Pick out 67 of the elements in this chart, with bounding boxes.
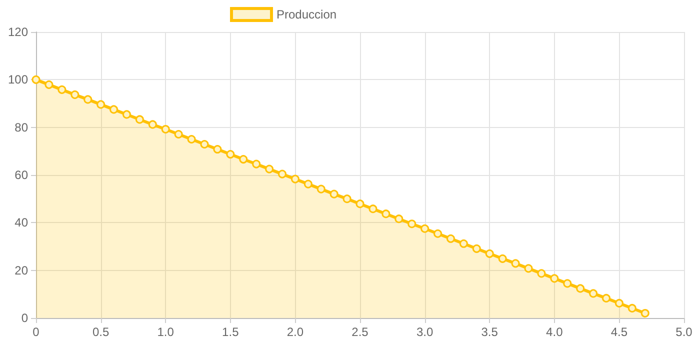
x-tick-label: 0.5 bbox=[92, 325, 110, 339]
x-tick-label: 0 bbox=[32, 325, 40, 339]
point bbox=[70, 90, 80, 99]
point bbox=[602, 294, 610, 302]
point bbox=[316, 184, 326, 194]
point bbox=[265, 164, 274, 174]
point bbox=[161, 124, 170, 134]
legend-label: Produccion bbox=[276, 8, 337, 22]
point bbox=[330, 190, 338, 198]
point bbox=[44, 80, 54, 89]
point bbox=[576, 284, 585, 293]
x-tick-label: 1.0 bbox=[157, 325, 174, 339]
point bbox=[58, 85, 66, 94]
x-tick-label: 2.0 bbox=[286, 325, 304, 339]
point bbox=[485, 249, 494, 258]
point bbox=[563, 279, 572, 288]
x-tick-label: 4.5 bbox=[610, 325, 628, 339]
point bbox=[252, 160, 261, 168]
point bbox=[640, 308, 650, 318]
x-tick-label: 1.5 bbox=[222, 325, 240, 339]
point bbox=[278, 170, 286, 178]
point bbox=[290, 174, 300, 184]
point bbox=[200, 140, 209, 149]
point bbox=[226, 150, 235, 159]
x-tick-label: 3.0 bbox=[416, 325, 434, 339]
point bbox=[589, 289, 598, 298]
point bbox=[420, 224, 430, 233]
point bbox=[148, 120, 157, 129]
y-tick-label: 20 bbox=[14, 263, 28, 278]
point bbox=[498, 254, 507, 263]
point bbox=[213, 145, 222, 154]
point bbox=[342, 194, 352, 204]
point bbox=[382, 210, 390, 218]
point bbox=[537, 269, 546, 278]
y-tick-label: 60 bbox=[14, 168, 28, 182]
point bbox=[614, 298, 624, 308]
point bbox=[32, 75, 40, 84]
y-tick-label: 100 bbox=[8, 72, 28, 87]
y-tick-label: 80 bbox=[14, 120, 28, 134]
point bbox=[408, 220, 416, 228]
y-tick-label: 120 bbox=[8, 25, 28, 39]
x-tick-label: 5.0 bbox=[676, 325, 693, 339]
point bbox=[472, 244, 481, 253]
point bbox=[84, 95, 92, 104]
point bbox=[356, 200, 364, 208]
point bbox=[511, 259, 520, 268]
point bbox=[239, 155, 248, 164]
point bbox=[524, 264, 533, 273]
x-tick-label: 4.0 bbox=[546, 325, 564, 339]
y-tick-label: 40 bbox=[14, 216, 28, 230]
y-tick-label: 0 bbox=[21, 311, 28, 325]
point bbox=[174, 130, 183, 138]
point bbox=[368, 204, 378, 214]
x-tick-label: 2.5 bbox=[352, 325, 369, 339]
point bbox=[187, 135, 196, 144]
point bbox=[434, 229, 442, 238]
point bbox=[628, 304, 636, 312]
point bbox=[304, 180, 312, 188]
x-tick-label: 3.5 bbox=[481, 325, 498, 339]
point bbox=[446, 234, 455, 243]
point bbox=[122, 110, 131, 119]
point bbox=[459, 239, 468, 248]
point bbox=[550, 274, 559, 283]
point bbox=[394, 214, 404, 224]
point bbox=[135, 115, 144, 124]
point bbox=[110, 105, 118, 114]
point bbox=[96, 100, 106, 109]
